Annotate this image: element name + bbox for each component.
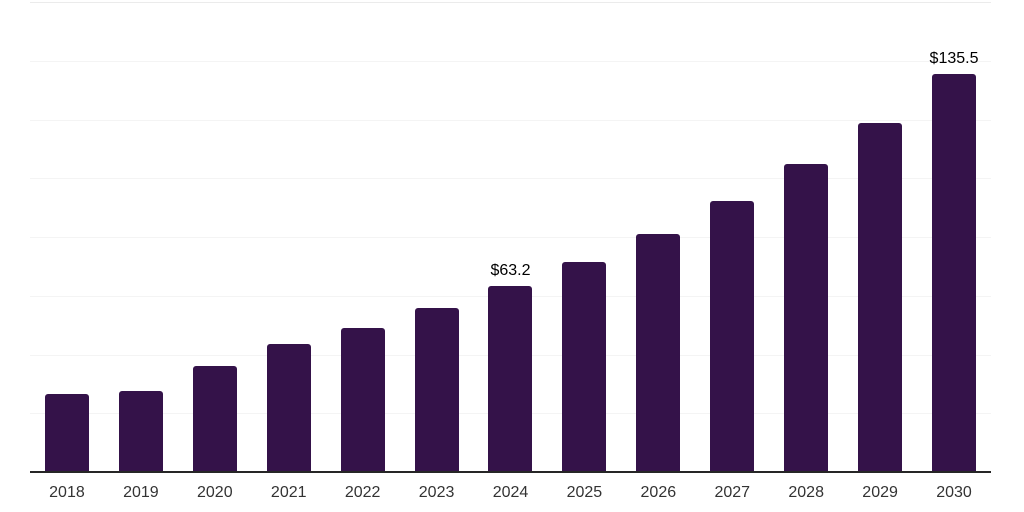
bar-2025	[562, 261, 607, 472]
x-tick-2028: 2028	[788, 484, 824, 501]
gridline	[30, 178, 991, 180]
bar-2020	[192, 366, 237, 472]
bar-value-label-2024: $63.2	[490, 262, 531, 280]
x-tick-2020: 2020	[197, 484, 233, 501]
bar-slot-2019	[104, 2, 178, 472]
bar-slot-2027	[695, 2, 769, 472]
bar-value-label-2030: $135.5	[929, 49, 979, 67]
x-tick-2019: 2019	[123, 484, 159, 501]
bar-2018	[44, 394, 89, 472]
x-axis-labels: 2018 2019 2020 2021 2022 2023 2024 2025 2026 2027…	[30, 484, 991, 504]
plot-area: $63.2 $135.5	[30, 2, 991, 472]
gridline	[30, 237, 991, 238]
bar-2022	[340, 328, 385, 472]
bar-2030	[932, 73, 977, 472]
x-tick-2029: 2029	[862, 484, 898, 501]
bar-2027	[710, 201, 755, 472]
x-tick-2030: 2030	[936, 484, 972, 501]
bar-slot-2024: $63.2	[474, 2, 548, 472]
bar-slot-2022	[326, 2, 400, 472]
x-tick-2026: 2026	[640, 484, 677, 501]
x-tick-2025: 2025	[566, 484, 603, 501]
x-axis-line	[30, 471, 991, 473]
bar-2019	[118, 390, 163, 472]
bar-2026	[636, 234, 681, 472]
gridline	[30, 2, 991, 3]
bar-2023	[414, 308, 459, 472]
x-tick-2027: 2027	[714, 484, 751, 501]
bar-2024	[488, 286, 533, 472]
bar-slot-2018	[30, 2, 104, 472]
bar-2021	[266, 343, 311, 472]
bar-slot-2025	[547, 2, 621, 472]
x-tick-2021: 2021	[270, 484, 307, 501]
bar-slot-2028	[769, 2, 843, 472]
x-tick-2023: 2023	[418, 484, 455, 501]
gridline	[30, 60, 991, 62]
bar-slot-2029	[843, 2, 917, 472]
bar-2029	[858, 123, 903, 472]
x-tick-2018: 2018	[49, 484, 85, 501]
bar-slot-2023	[400, 2, 474, 472]
bar-slot-2020	[178, 2, 252, 472]
gridline	[30, 119, 991, 121]
bar-slot-2026	[621, 2, 695, 472]
bar-slot-2021	[252, 2, 326, 472]
x-tick-2024: 2024	[492, 484, 529, 501]
bar-slot-2030: $135.5	[917, 2, 991, 472]
bar-2028	[784, 164, 829, 472]
x-tick-2022: 2022	[344, 484, 381, 501]
